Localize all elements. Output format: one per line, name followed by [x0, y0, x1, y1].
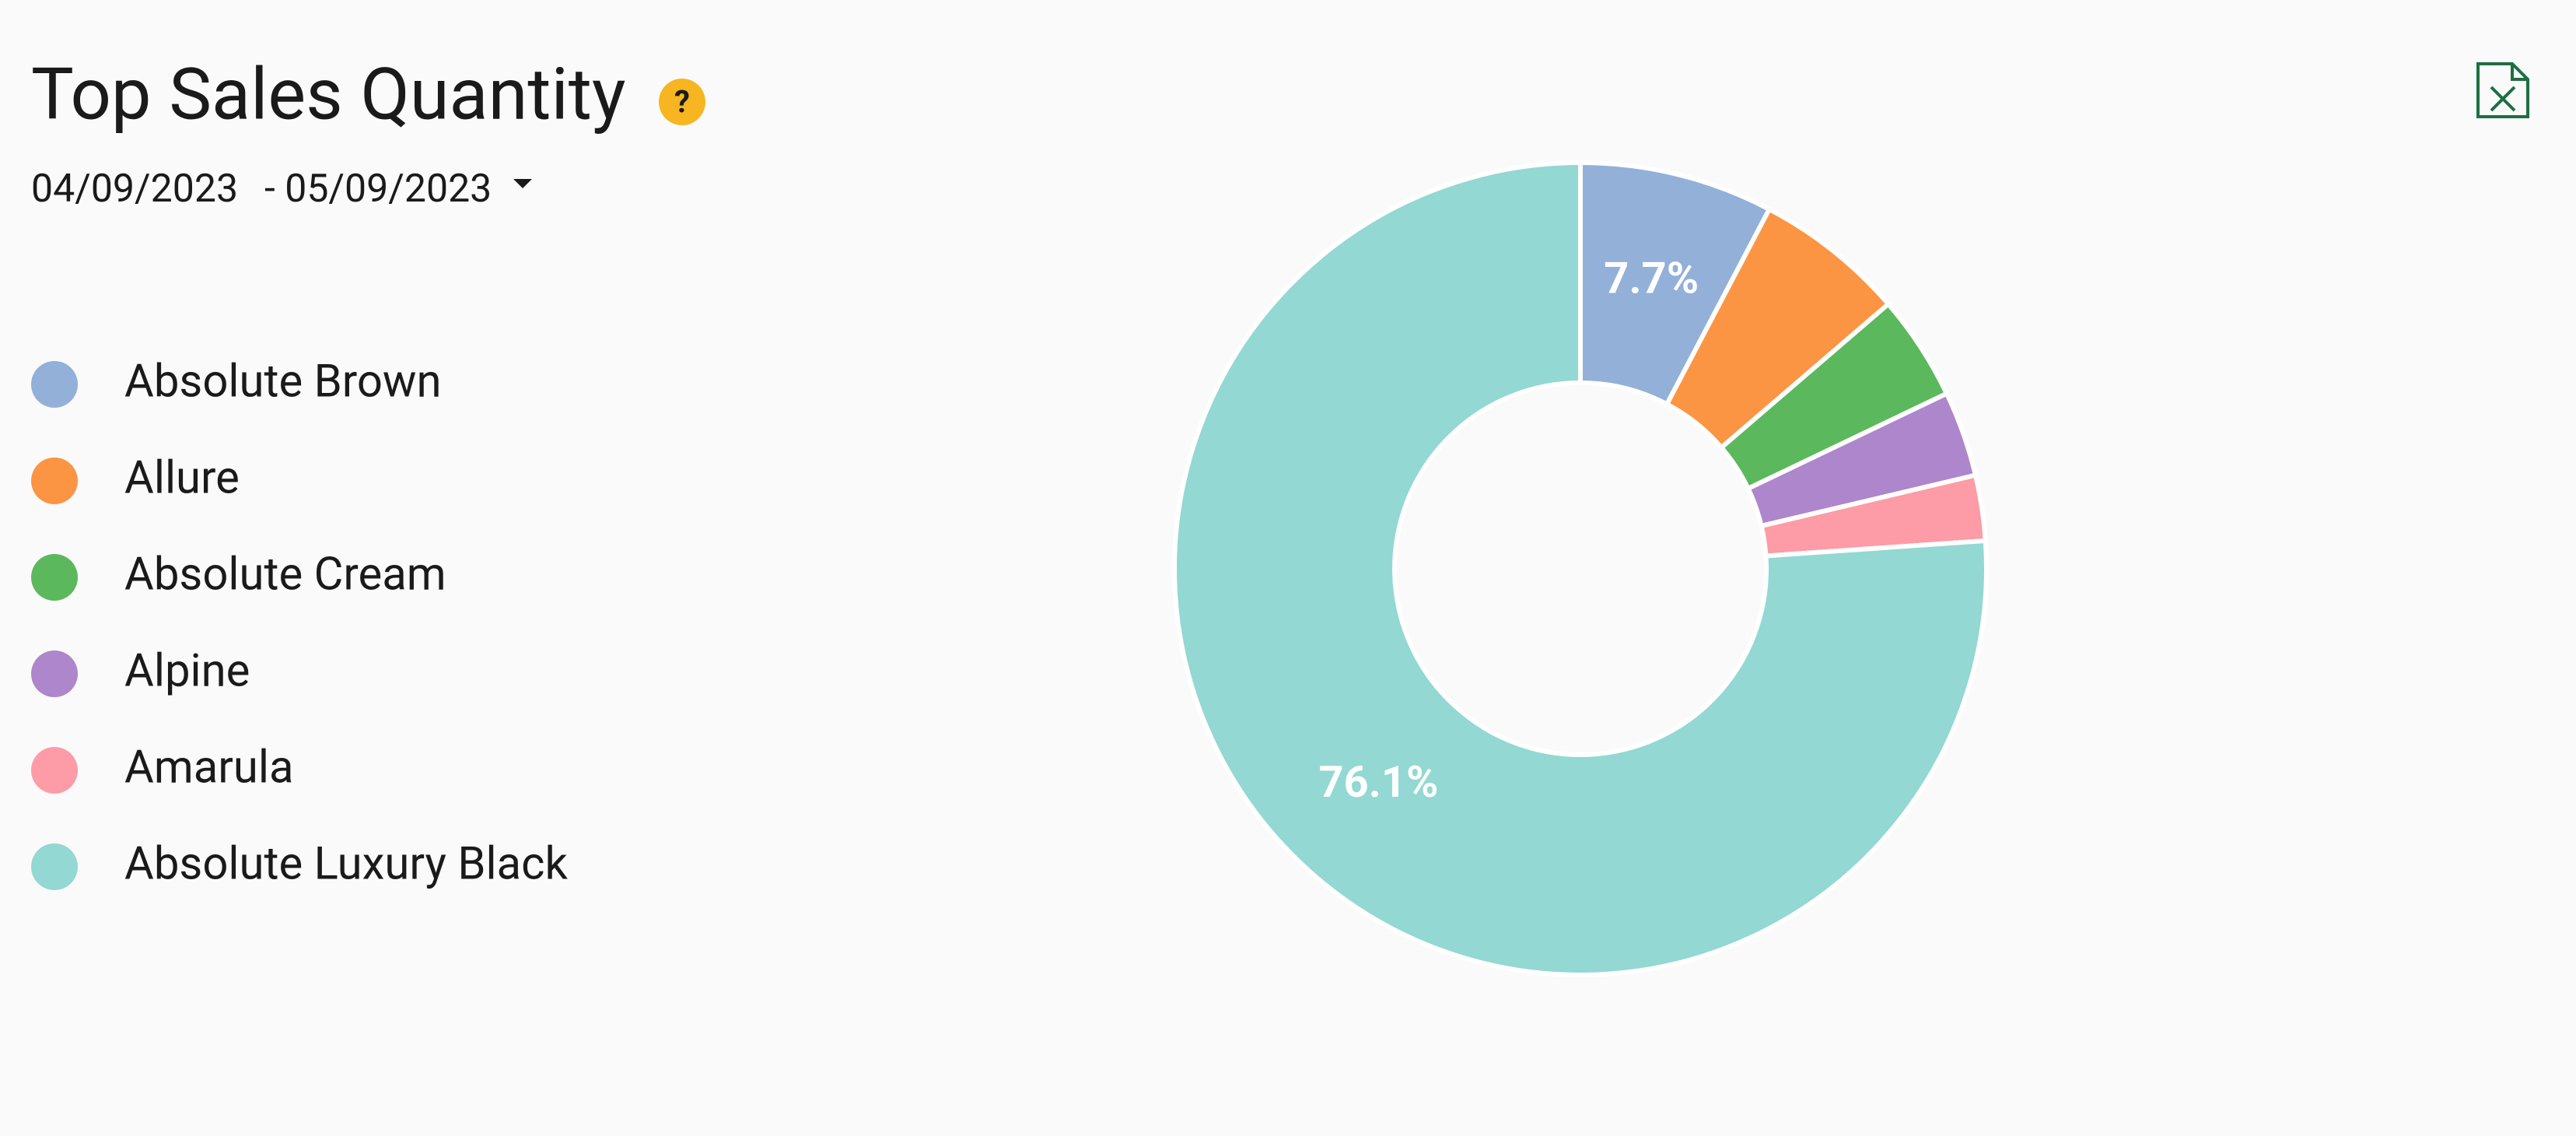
legend-label: Allure: [124, 451, 240, 504]
legend-swatch: [31, 650, 78, 697]
date-end: - 05/09/2023: [264, 167, 492, 212]
excel-x: [2490, 86, 2516, 112]
legend-label: Absolute Luxury Black: [124, 837, 568, 890]
legend-swatch: [31, 554, 78, 601]
legend-swatch: [31, 361, 78, 408]
excel-doc: [2476, 62, 2529, 118]
legend-swatch: [31, 458, 78, 504]
legend-swatch: [31, 843, 78, 890]
donut-segment: [1172, 160, 1989, 977]
chart-title: Top Sales Quantity: [31, 53, 625, 136]
dropdown-arrow: [513, 179, 532, 188]
date-range[interactable]: 04/09/2023 - 05/09/2023: [31, 167, 532, 212]
help-icon: ?: [674, 84, 690, 121]
donut-segment: [1578, 160, 1773, 408]
excel-export[interactable]: [2476, 62, 2529, 118]
data-label: 76.1%: [1318, 756, 1438, 808]
legend-label: Absolute Cream: [124, 548, 446, 601]
help-circle: [659, 79, 705, 125]
excel-fold: [2511, 64, 2528, 81]
legend-label: Amarula: [124, 741, 294, 794]
legend-label: Absolute Brown: [124, 355, 442, 408]
legend-swatch: [31, 747, 78, 794]
help-button[interactable]: ?: [659, 79, 705, 125]
date-start: 04/09/2023: [31, 167, 238, 212]
data-label: 7.7%: [1604, 252, 1699, 303]
legend-label: Alpine: [124, 644, 250, 697]
